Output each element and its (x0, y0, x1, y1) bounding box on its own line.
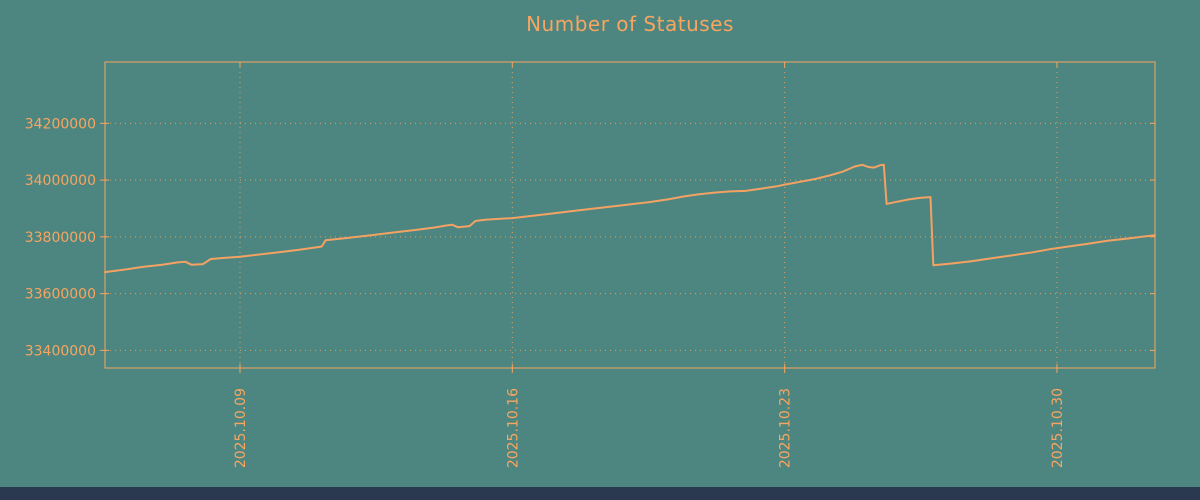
y-tick-label: 33600000 (25, 287, 96, 303)
y-tick-label: 34200000 (25, 116, 96, 132)
x-tick-label: 2025.10.16 (505, 388, 521, 468)
chart-title: Number of Statuses (526, 12, 734, 36)
x-tick-label: 2025.10.09 (233, 388, 249, 468)
y-tick-label: 33800000 (25, 230, 96, 246)
plot-border (104, 61, 1156, 369)
x-tick-label: 2025.10.30 (1050, 388, 1066, 468)
series-statuses (104, 163, 1156, 274)
bottom-bar (0, 487, 1200, 500)
y-tick-label: 33400000 (25, 343, 96, 359)
x-tick-label: 2025.10.23 (778, 388, 794, 468)
y-tick-label: 34000000 (25, 173, 96, 189)
